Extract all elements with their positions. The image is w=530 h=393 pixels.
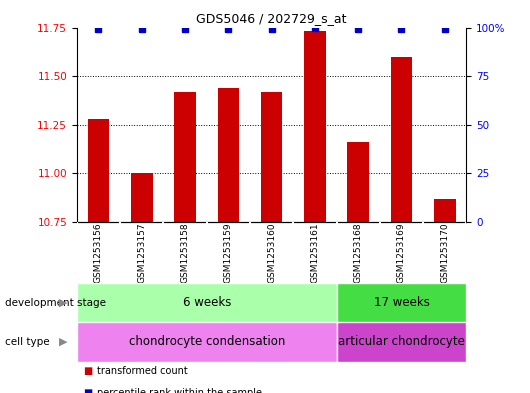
Text: cell type: cell type (5, 337, 50, 347)
Text: ■: ■ (83, 388, 92, 393)
Bar (347, 142, 369, 222)
FancyBboxPatch shape (77, 322, 337, 362)
Title: GDS5046 / 202729_s_at: GDS5046 / 202729_s_at (197, 12, 347, 25)
Text: GSM1253158: GSM1253158 (181, 222, 190, 283)
Text: GSM1253159: GSM1253159 (224, 222, 233, 283)
Bar (87, 119, 109, 222)
Bar (304, 31, 326, 222)
Text: GSM1253160: GSM1253160 (267, 222, 276, 283)
Text: ▶: ▶ (59, 298, 68, 308)
Text: GSM1253169: GSM1253169 (397, 222, 406, 283)
Text: ▶: ▶ (59, 337, 68, 347)
Bar (434, 199, 456, 222)
Bar (391, 57, 412, 222)
Text: 6 weeks: 6 weeks (182, 296, 231, 309)
Bar (174, 92, 196, 222)
Text: GSM1253168: GSM1253168 (354, 222, 363, 283)
FancyBboxPatch shape (337, 283, 466, 322)
Bar (261, 92, 282, 222)
Text: transformed count: transformed count (97, 366, 188, 376)
Text: development stage: development stage (5, 298, 107, 308)
Text: percentile rank within the sample: percentile rank within the sample (97, 388, 262, 393)
Text: chondrocyte condensation: chondrocyte condensation (128, 335, 285, 349)
Bar (217, 88, 239, 222)
Text: articular chondrocyte: articular chondrocyte (338, 335, 465, 349)
Text: GSM1253156: GSM1253156 (94, 222, 103, 283)
FancyBboxPatch shape (77, 283, 337, 322)
Text: GSM1253161: GSM1253161 (311, 222, 320, 283)
Text: GSM1253170: GSM1253170 (440, 222, 449, 283)
Text: 17 weeks: 17 weeks (374, 296, 429, 309)
Bar (131, 173, 153, 222)
FancyBboxPatch shape (337, 322, 466, 362)
Text: GSM1253157: GSM1253157 (137, 222, 146, 283)
Text: ■: ■ (83, 366, 92, 376)
